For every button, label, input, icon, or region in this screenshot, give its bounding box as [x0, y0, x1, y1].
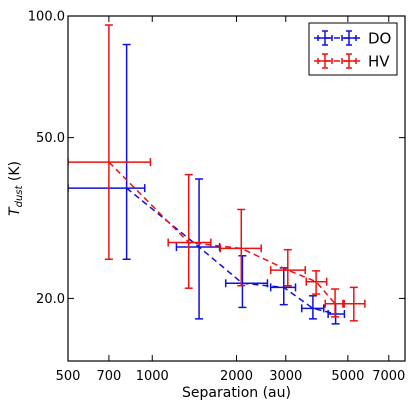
x-tick-label-5000: 5000 [331, 369, 364, 384]
axis-ticks: 500 700 1000 2000 3000 5000 7000 20.0 50.0 100.0 [28, 10, 406, 385]
legend-entry-HV [314, 53, 362, 69]
x-tick-label-700: 700 [96, 369, 121, 384]
legend-label-HV: HV [368, 53, 390, 71]
x-tick-label-500: 500 [56, 369, 81, 384]
data-point-HV-5 [305, 270, 328, 295]
y-axis-label: Tdust (K) [7, 161, 25, 216]
data-point-HV-7 [342, 286, 366, 322]
series-HV [68, 24, 366, 322]
data-point-HV-6 [324, 288, 345, 318]
legend: DO HV [308, 22, 398, 76]
data-point-DO-3 [224, 255, 269, 309]
legend-entry-DO [314, 30, 362, 46]
x-tick-label-1000: 1000 [136, 369, 169, 384]
data-point-HV-1 [68, 24, 152, 261]
y-tick-label-20.0: 20.0 [36, 292, 65, 307]
y-tick-label-100.0: 100.0 [28, 10, 65, 25]
y-axis-label-symbol: T [7, 206, 23, 216]
y-axis-label-unit: (K) [7, 161, 23, 186]
data-point-DO-5 [300, 295, 325, 320]
legend-label-DO: DO [368, 30, 391, 48]
data-point-HV-2 [167, 173, 212, 289]
x-tick-label-7000: 7000 [372, 369, 405, 384]
y-tick-label-50.0: 50.0 [36, 131, 65, 146]
x-tick-label-2000: 2000 [220, 369, 253, 384]
data-point-HV-3 [219, 208, 262, 287]
x-tick-label-3000: 3000 [269, 369, 302, 384]
data-point-HV-4 [269, 248, 306, 287]
x-axis-label: Separation (au) [182, 385, 291, 401]
y-axis-label-subscript: dust [14, 185, 25, 208]
plot-area [68, 24, 366, 325]
data-point-DO-1 [68, 43, 146, 261]
series-line-DO [126, 187, 336, 315]
